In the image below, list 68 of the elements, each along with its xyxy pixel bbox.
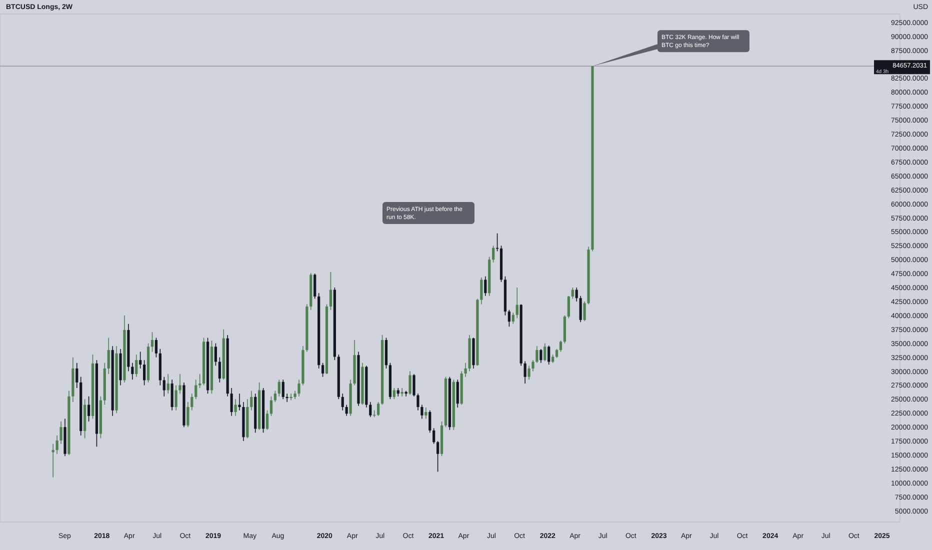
candlestick — [230, 388, 233, 416]
candlestick — [508, 309, 510, 328]
candlestick — [416, 393, 420, 411]
candlestick — [492, 245, 495, 263]
candlestick — [234, 398, 237, 416]
candlestick — [512, 312, 514, 324]
candlestick — [87, 396, 90, 422]
candlestick — [536, 346, 538, 364]
candlestick — [540, 348, 542, 364]
candlestick — [76, 362, 78, 388]
candlestick — [186, 402, 190, 428]
candlestick — [218, 356, 221, 383]
candlestick — [436, 440, 440, 472]
candlestick — [150, 332, 154, 352]
candlestick — [420, 404, 424, 420]
candlestick — [56, 435, 58, 454]
candlestick — [528, 365, 530, 380]
candlestick — [278, 379, 280, 397]
candlestick — [274, 390, 276, 402]
candlestick — [190, 393, 194, 411]
candlestick — [484, 276, 487, 296]
candlestick — [544, 342, 546, 362]
candlestick — [178, 374, 182, 394]
candlestick — [424, 407, 428, 420]
candlestick — [548, 345, 550, 365]
candlestick — [270, 396, 273, 416]
candlestick — [143, 360, 146, 386]
candlestick — [266, 410, 269, 430]
candlestick — [567, 296, 570, 319]
candlestick — [464, 362, 467, 378]
candlestick — [139, 351, 142, 369]
candlestick — [174, 384, 178, 411]
candlestick — [107, 337, 110, 374]
candlestick — [314, 273, 316, 300]
candlestick — [480, 277, 483, 305]
candlestick — [194, 379, 198, 400]
candlestick — [154, 337, 158, 358]
candlestick — [131, 362, 134, 380]
candlestick — [162, 376, 166, 397]
candlestick — [559, 340, 562, 352]
candlestick — [250, 390, 253, 411]
candlestick — [432, 428, 436, 444]
candlestick — [532, 360, 534, 372]
candlestick — [428, 410, 432, 434]
candlestick — [170, 379, 174, 411]
candlestick — [298, 379, 300, 397]
candlestick — [345, 404, 348, 416]
candlestick — [571, 287, 574, 300]
candlestick — [135, 354, 138, 378]
candlestick — [369, 402, 372, 418]
candlestick — [321, 362, 324, 378]
candlestick — [412, 374, 416, 397]
candlestick — [166, 374, 170, 394]
candlestick — [575, 287, 578, 302]
candlestick — [341, 393, 344, 411]
candlestick — [579, 296, 582, 323]
candlestick — [60, 421, 62, 444]
candlestick — [377, 402, 380, 416]
candlestick — [524, 360, 526, 384]
candlestick — [238, 393, 241, 411]
candlestick — [583, 301, 586, 322]
candlestick — [282, 379, 284, 400]
candlestick — [214, 342, 217, 366]
candlestick — [392, 388, 396, 400]
candlestick — [456, 379, 459, 408]
candlestick — [516, 287, 518, 319]
candlestick — [329, 272, 332, 310]
candlestick — [408, 370, 412, 396]
